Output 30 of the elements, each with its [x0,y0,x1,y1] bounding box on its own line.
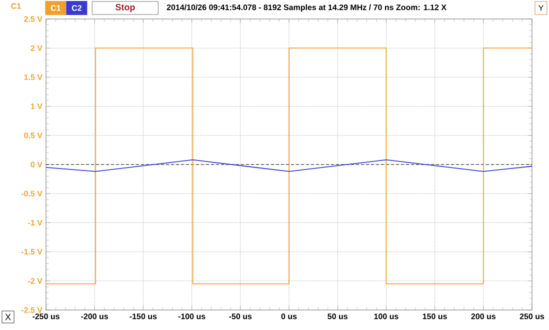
y-tick-label: 2.5 V [24,16,42,22]
text: Stop [115,4,135,12]
x-tick-label: 250 us [520,314,544,320]
y-tick-label: -1.5 V [21,249,42,255]
text: Y [538,5,544,11]
y-axis-title: C1 [11,3,21,9]
x-tick-label: 200 us [471,314,496,320]
y-tick-label: 2 V [30,45,42,51]
text: C1 [50,5,61,11]
x-tick-label: -200 us [81,314,108,320]
y-tick-label: -2.5 V [21,307,42,313]
y-tick-label: 0 V [30,162,42,168]
x-tick-label: 50 us [328,314,348,320]
y-tick-label: 1 V [30,104,42,110]
x-tick-label: -100 us [178,314,206,320]
x-tick-label: 100 us [374,314,398,320]
text: X [5,314,11,320]
y-tick-label: -1 V [28,220,42,226]
x-tick-label: -250 us [32,314,60,320]
y-tick-label: -2 V [28,278,42,284]
line-series [46,159,532,172]
x-tick-label: 150 us [422,314,447,320]
chart-subtitle: 2014/10/26 09:41:54.078 - 8192 Samples at 14.29 MHz / 70 ns Zoom: 1.12 X [166,4,446,12]
x-tick-label: -150 us [130,314,157,320]
y-tick-label: 0.5 V [24,132,42,138]
text: C2 [72,5,82,11]
x-tick-label: 0 us [281,314,297,320]
y-tick-label: 1.5 V [24,74,42,80]
x-tick-label: -50 us [229,314,252,320]
y-tick-label: -0.5 V [21,190,42,196]
